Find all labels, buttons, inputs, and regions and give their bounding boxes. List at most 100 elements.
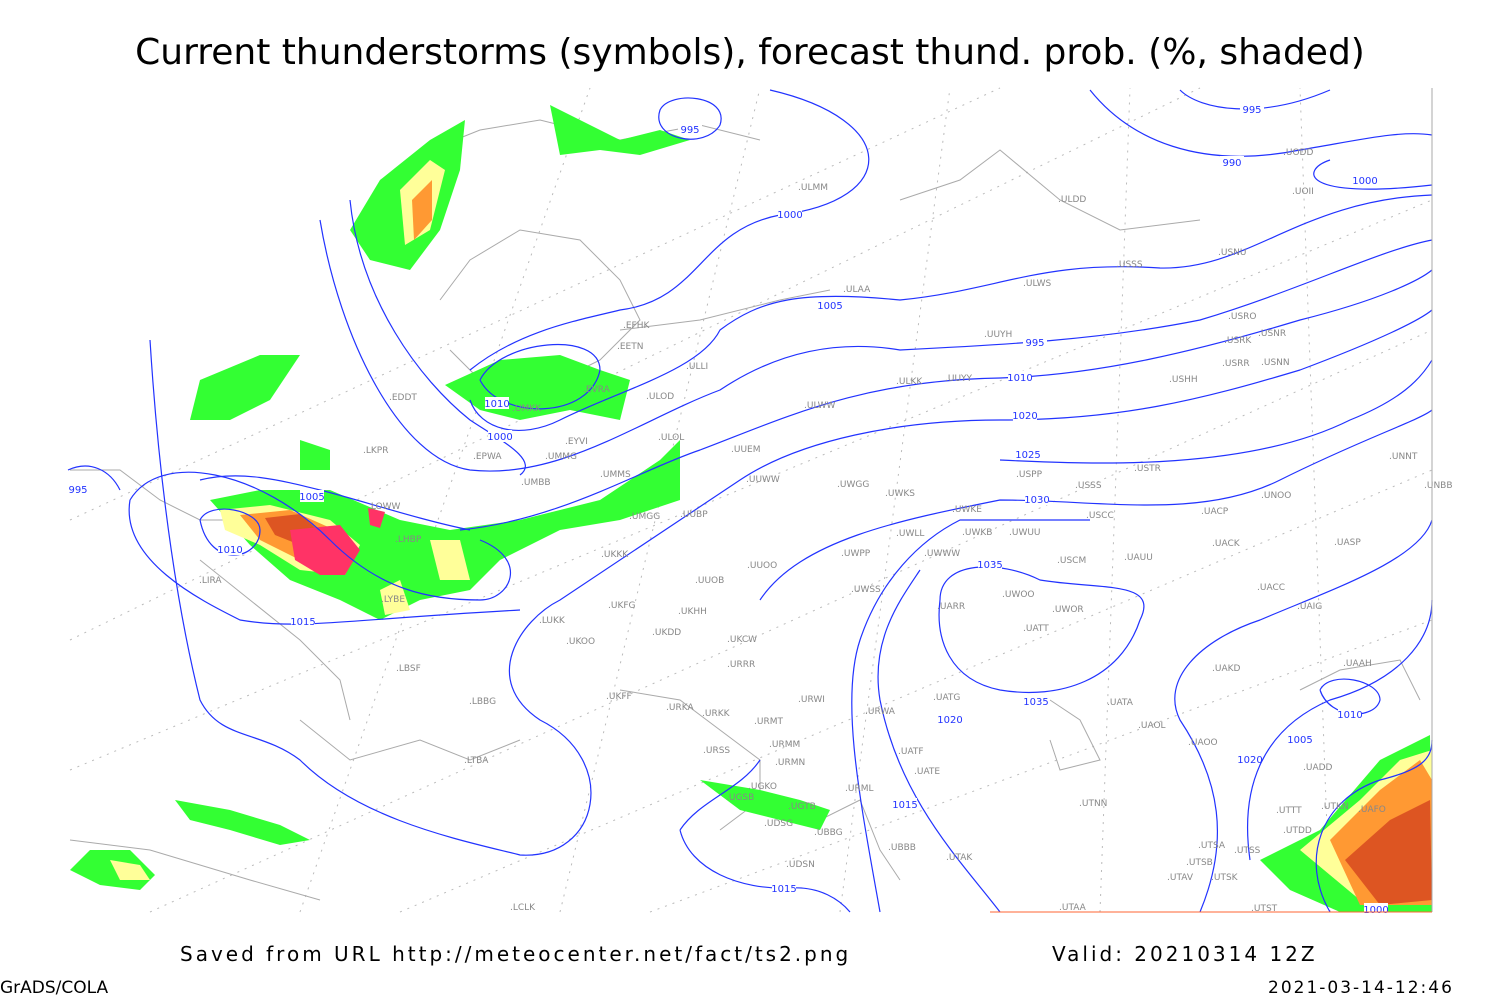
station-label: .EYVI [565,437,588,447]
isobar-label: 995 [1025,338,1044,349]
station-label: .LBSF [396,664,421,674]
station-label: .USHH [1169,375,1198,385]
station-label: .UAKD [1212,664,1241,674]
isobar [1179,89,1331,110]
station-label: .UAUU [1124,553,1153,563]
station-label: .UKOO [566,637,595,647]
station-label: .UKFF [606,692,632,702]
isobar-label: 1000 [1352,176,1377,187]
isobar-label-bg [978,558,1002,570]
isobar-label-bg [678,123,702,135]
station-label: .URML [845,784,873,794]
station-label: .UKKK [601,550,629,560]
station-label: .USRO [1228,312,1257,322]
generation-timestamp: 2021-03-14-12:46 [1268,978,1454,998]
isobar-label: 1015 [290,617,315,628]
station-label: .UKHH [678,607,707,617]
isobar-label: 990 [1222,158,1241,169]
isobar-label-bg [1353,174,1377,186]
isobar [1174,519,1433,913]
station-label: .UWOO [1002,590,1035,600]
station-label: .UATT [1023,624,1049,634]
isobar-label: 1020 [1012,411,1037,422]
station-label: .UUBP [680,510,708,520]
isobar-label-bg [485,397,509,409]
station-label: .UWWW [924,549,960,559]
station-label: .UWUU [1009,528,1041,538]
station-label: .UBBG [814,828,843,838]
isobar-label-bg [893,798,917,810]
isobar-label-bg [1220,156,1244,168]
isobar-label-bg [1008,371,1032,383]
isobar-label: 995 [1242,105,1261,116]
station-label: .UODD [1283,148,1313,158]
isobar-label: 1015 [892,800,917,811]
station-label: .EETN [617,342,643,352]
station-label: .UKDD [652,628,681,638]
isobars: 995 1000 1010 1005 1000 995 990 995 1000 1010 1005… [66,89,1433,916]
isobar-label: 1005 [1287,735,1312,746]
station-label: .UWGG [837,480,869,490]
station-label: .URMT [754,717,783,727]
isobar-label: 1025 [1015,450,1040,461]
station-label: .URWA [865,707,896,717]
station-label: .URMN [775,758,805,768]
isobar-label: 1000 [1363,905,1388,916]
isobar-label-bg [218,543,242,555]
station-label: .LHBP [395,535,422,545]
isobar-label: 1010 [217,545,242,556]
coastline [299,719,521,761]
isobar-label-bg [938,713,962,725]
isobar-label: 1010 [1337,710,1362,721]
isobar [149,309,1433,856]
coastline [70,469,240,521]
probability-area-prob_mid [430,540,470,580]
station-label: .USNU [1218,248,1246,258]
station-label: .UGSB [726,793,754,803]
isobar [479,343,601,410]
isobar-label-bg [1016,448,1040,460]
station-label: .UTST [1251,904,1278,914]
station-labels: .ULMM .ULDD .UODD .UOII .USNU .USSS .ULAA .ULWS… [199,148,1453,914]
isobar [128,471,521,625]
station-label: .UMGG [629,512,660,522]
station-label: .UUOO [747,561,777,571]
station-label: .EPWA [473,452,502,462]
station-label: .UTSK [1211,873,1239,883]
station-label: .UUWW [746,475,780,485]
station-label: .UATE [914,767,940,777]
station-label: .UUYH [984,330,1012,340]
station-label: .UNBB [1424,481,1453,491]
coastline [619,289,831,331]
station-label: .UAOO [1188,738,1218,748]
isobar-label: 1035 [1023,697,1048,708]
station-label: .LOWW [368,502,401,512]
isobar [469,194,1433,431]
station-label: .URSS [703,746,730,756]
isobar-label-bg [778,208,802,220]
probability-area-prob_low [550,105,690,155]
station-label: .UACP [1201,507,1229,517]
station-label: .ULDD [1058,195,1086,205]
station-label: .UACC [1257,583,1285,593]
isobar-label-bg [1238,753,1262,765]
probability-area-prob_low [175,800,310,845]
station-label: .UUYY [945,374,973,384]
station-label: .URKK [702,709,731,719]
map-title: Current thunderstorms (symbols), forecas… [135,32,1365,73]
station-label: .UWKE [952,505,982,515]
isobar [1315,739,1433,913]
station-label: .UTKN [1321,802,1349,812]
station-label: .URWI [798,695,825,705]
station-label: .UTTT [1276,806,1302,816]
coastline [1299,659,1421,701]
station-label: .UACK [1212,539,1241,549]
isobar-label: 1005 [299,492,324,503]
station-label: .URMM [769,740,800,750]
probability-area-prob_high [412,180,432,240]
station-label: .ULWW [804,401,836,411]
isobar-label: 1030 [1024,495,1049,506]
station-label: .UAFO [1358,805,1386,815]
station-label: .UBBB [888,843,916,853]
isobar-label-bg [1023,336,1047,348]
